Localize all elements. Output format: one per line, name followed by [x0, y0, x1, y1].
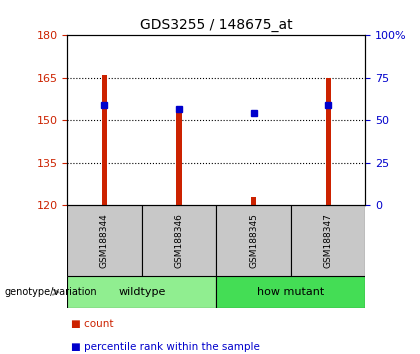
Text: wildtype: wildtype: [118, 287, 165, 297]
Bar: [142, 205, 216, 276]
Text: ■ count: ■ count: [71, 319, 114, 329]
Bar: [67, 205, 142, 276]
Bar: [251, 197, 256, 205]
Bar: [67, 276, 216, 308]
Bar: [216, 205, 291, 276]
Text: ■ percentile rank within the sample: ■ percentile rank within the sample: [71, 342, 260, 352]
Text: GSM188344: GSM188344: [100, 213, 109, 268]
Bar: [326, 78, 331, 205]
Text: GSM188345: GSM188345: [249, 213, 258, 268]
Bar: [102, 75, 107, 205]
Text: how mutant: how mutant: [257, 287, 325, 297]
Text: GSM188347: GSM188347: [324, 213, 333, 268]
Bar: [176, 112, 181, 205]
Bar: [291, 205, 365, 276]
Bar: [216, 276, 365, 308]
Text: GSM188346: GSM188346: [175, 213, 184, 268]
Title: GDS3255 / 148675_at: GDS3255 / 148675_at: [140, 18, 293, 32]
Text: genotype/variation: genotype/variation: [4, 287, 97, 297]
